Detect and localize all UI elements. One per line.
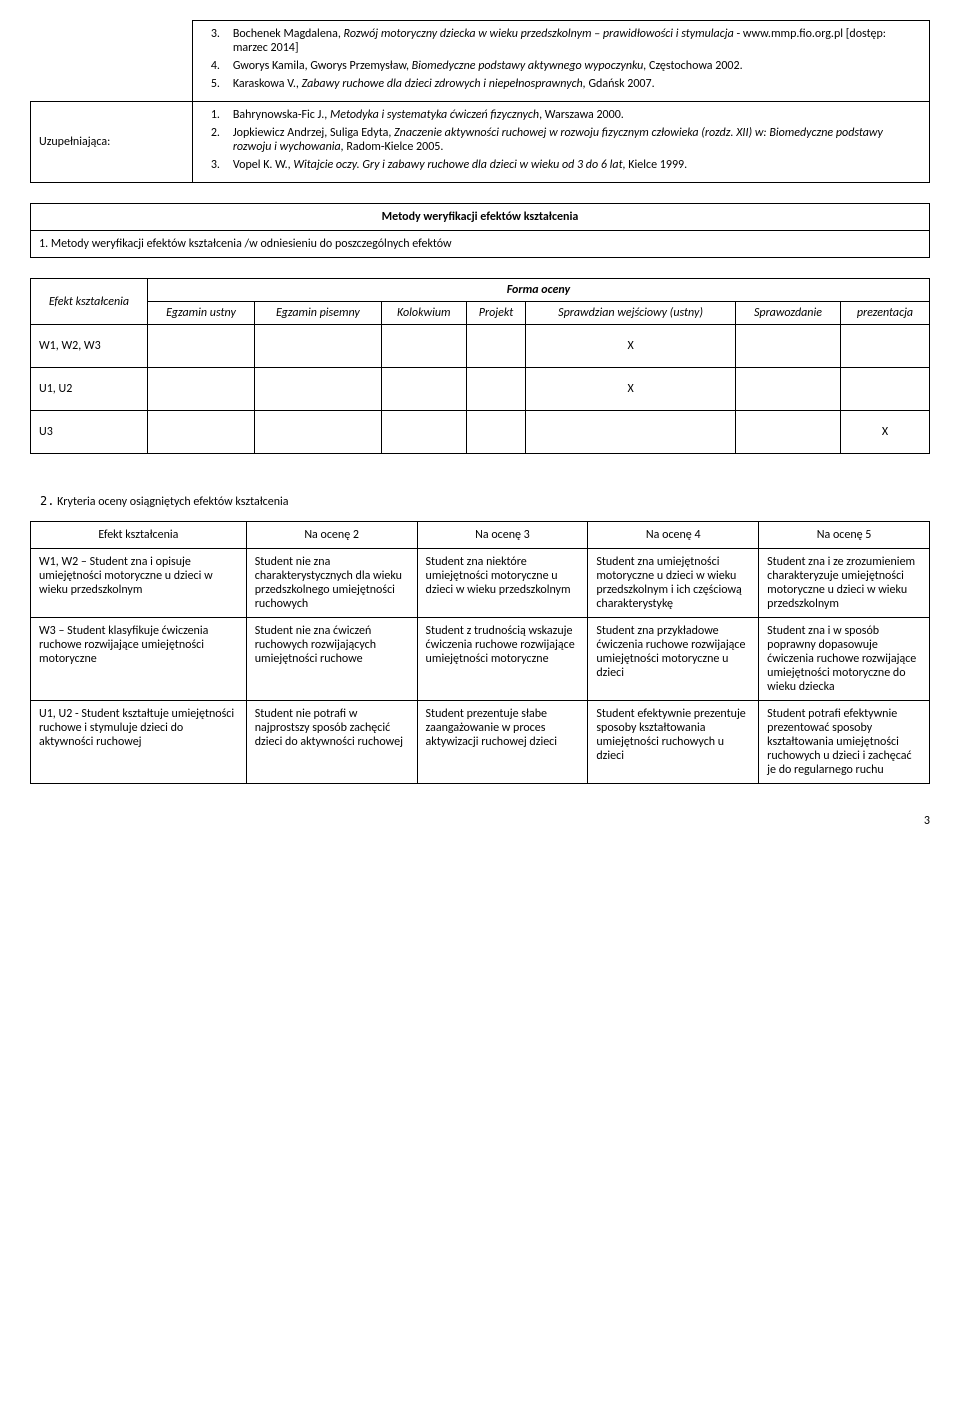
bibliography-top-cell: 3.Bochenek Magdalena, Rozwój motoryczny … — [192, 21, 929, 102]
criteria-row: W3 – Student klasyfikuje ćwiczenia rucho… — [31, 618, 930, 701]
assessment-mark-cell — [147, 368, 254, 411]
methods-subtitle: Metody weryfikacji efektów kształcenia /… — [51, 237, 452, 251]
assessment-row-label: W1, W2, W3 — [31, 325, 148, 368]
bibliography-item: 3.Bochenek Magdalena, Rozwój motoryczny … — [211, 27, 921, 55]
criteria-cell: Student nie zna ćwiczeń ruchowych rozwij… — [246, 618, 417, 701]
criteria-cell: Student nie potrafi w najprostszy sposób… — [246, 701, 417, 784]
assessment-mark-cell — [466, 368, 525, 411]
supplementary-label-cell: Uzupełniająca: — [31, 102, 193, 183]
criteria-cell: Student potrafi efektywnie prezentować s… — [759, 701, 930, 784]
bibliography-item: 2.Jopkiewicz Andrzej, Suliga Edyta, Znac… — [211, 126, 921, 154]
item-text: Bahrynowska-Fic J., Metodyka i systematy… — [233, 108, 624, 122]
assessment-header-cell: Egzamin pisemny — [255, 302, 382, 325]
assessment-row: W1, W2, W3 X — [31, 325, 930, 368]
criteria-cell: Student zna i ze zrozumieniem charaktery… — [759, 549, 930, 618]
criteria-row: W1, W2 – Student zna i opisuje umiejętno… — [31, 549, 930, 618]
criteria-cell: Student nie zna charakterystycznych dla … — [246, 549, 417, 618]
methods-subtitle-cell: 1. Metody weryfikacji efektów kształceni… — [31, 231, 930, 258]
criteria-cell: Student prezentuje słabe zaangażowanie w… — [417, 701, 588, 784]
item-number: 4. — [211, 59, 233, 73]
assessment-header-cell: prezentacja — [840, 302, 929, 325]
assessment-mark-cell — [147, 325, 254, 368]
criteria-cell: U1, U2 - Student kształtuje umiejętności… — [31, 701, 247, 784]
item-number: 5. — [211, 77, 233, 91]
supplementary-label: Uzupełniająca: — [39, 135, 110, 149]
item-number: 3. — [211, 27, 233, 55]
assessment-mark-cell — [466, 325, 525, 368]
item-text: Karaskowa V., Zabawy ruchowe dla dzieci … — [233, 77, 655, 91]
assessment-mark-cell — [526, 411, 736, 454]
methods-title: Metody weryfikacji efektów kształcenia — [31, 204, 930, 231]
empty-cell — [31, 21, 193, 102]
effect-label-cell: Efekt kształcenia — [31, 279, 148, 325]
item-text: Gworys Kamila, Gworys Przemysław, Biomed… — [233, 59, 743, 73]
assessment-mark-cell — [735, 368, 840, 411]
assessment-header-row: Egzamin ustnyEgzamin pisemnyKolokwiumPro… — [31, 302, 930, 325]
assessment-mark-cell — [255, 411, 382, 454]
assessment-mark-cell — [735, 411, 840, 454]
assessment-mark-cell — [381, 325, 466, 368]
form-label-cell: Forma oceny — [147, 279, 929, 302]
assessment-row: U1, U2 X — [31, 368, 930, 411]
criteria-header-cell: Na ocenę 4 — [588, 522, 759, 549]
assessment-row: U3 X — [31, 411, 930, 454]
criteria-header-cell: Efekt kształcenia — [31, 522, 247, 549]
criteria-title: Kryteria oceny osiągniętych efektów kszt… — [57, 495, 288, 509]
assessment-mark-cell — [466, 411, 525, 454]
assessment-mark-cell — [840, 325, 929, 368]
assessment-mark-cell — [735, 325, 840, 368]
criteria-row: U1, U2 - Student kształtuje umiejętności… — [31, 701, 930, 784]
item-number: 3. — [211, 158, 233, 172]
criteria-header-cell: Na ocenę 3 — [417, 522, 588, 549]
assessment-header-cell: Kolokwium — [381, 302, 466, 325]
assessment-mark-cell — [381, 411, 466, 454]
assessment-mark-cell — [255, 325, 382, 368]
criteria-header-row: Efekt kształceniaNa ocenę 2Na ocenę 3Na … — [31, 522, 930, 549]
assessment-header-cell: Egzamin ustny — [147, 302, 254, 325]
assessment-mark-cell — [255, 368, 382, 411]
methods-title-table: Metody weryfikacji efektów kształcenia 1… — [30, 203, 930, 258]
page-number: 3 — [30, 814, 930, 828]
bibliography-item: 5.Karaskowa V., Zabawy ruchowe dla dziec… — [211, 77, 921, 91]
criteria-cell: W3 – Student klasyfikuje ćwiczenia rucho… — [31, 618, 247, 701]
criteria-table: Efekt kształceniaNa ocenę 2Na ocenę 3Na … — [30, 521, 930, 784]
criteria-num: 2. — [40, 494, 54, 508]
bibliography-item: 3.Vopel K. W., Witajcie oczy. Gry i zaba… — [211, 158, 921, 172]
assessment-mark-cell: X — [840, 411, 929, 454]
bibliography-item: 4.Gworys Kamila, Gworys Przemysław, Biom… — [211, 59, 921, 73]
criteria-cell: Student zna i w sposób poprawny dopasowu… — [759, 618, 930, 701]
assessment-row-label: U1, U2 — [31, 368, 148, 411]
item-number: 1. — [211, 108, 233, 122]
criteria-header-cell: Na ocenę 5 — [759, 522, 930, 549]
criteria-cell: Student efektywnie prezentuje sposoby ks… — [588, 701, 759, 784]
assessment-mark-cell: X — [526, 368, 736, 411]
item-text: Vopel K. W., Witajcie oczy. Gry i zabawy… — [233, 158, 687, 172]
assessment-table: Efekt kształcenia Forma oceny Egzamin us… — [30, 278, 930, 454]
assessment-mark-cell — [147, 411, 254, 454]
assessment-mark-cell — [381, 368, 466, 411]
assessment-row-label: U3 — [31, 411, 148, 454]
assessment-mark-cell: X — [526, 325, 736, 368]
item-text: Jopkiewicz Andrzej, Suliga Edyta, Znacze… — [233, 126, 921, 154]
bibliography-table: 3.Bochenek Magdalena, Rozwój motoryczny … — [30, 20, 930, 183]
bibliography-item: 1.Bahrynowska-Fic J., Metodyka i systema… — [211, 108, 921, 122]
criteria-cell: Student zna niektóre umiejętności motory… — [417, 549, 588, 618]
criteria-header-cell: Na ocenę 2 — [246, 522, 417, 549]
criteria-cell: Student zna umiejętności motoryczne u dz… — [588, 549, 759, 618]
assessment-header-cell: Projekt — [466, 302, 525, 325]
criteria-heading: 2. Kryteria oceny osiągniętych efektów k… — [30, 474, 930, 521]
item-number: 2. — [211, 126, 233, 154]
criteria-cell: Student zna przykładowe ćwiczenia ruchow… — [588, 618, 759, 701]
assessment-mark-cell — [840, 368, 929, 411]
methods-subtitle-num: 1. — [39, 237, 48, 251]
criteria-cell: W1, W2 – Student zna i opisuje umiejętno… — [31, 549, 247, 618]
assessment-header-cell: Sprawozdanie — [735, 302, 840, 325]
bibliography-bottom-cell: 1.Bahrynowska-Fic J., Metodyka i systema… — [192, 102, 929, 183]
item-text: Bochenek Magdalena, Rozwój motoryczny dz… — [233, 27, 921, 55]
assessment-header-cell: Sprawdzian wejściowy (ustny) — [526, 302, 736, 325]
criteria-cell: Student z trudnością wskazuje ćwiczenia … — [417, 618, 588, 701]
